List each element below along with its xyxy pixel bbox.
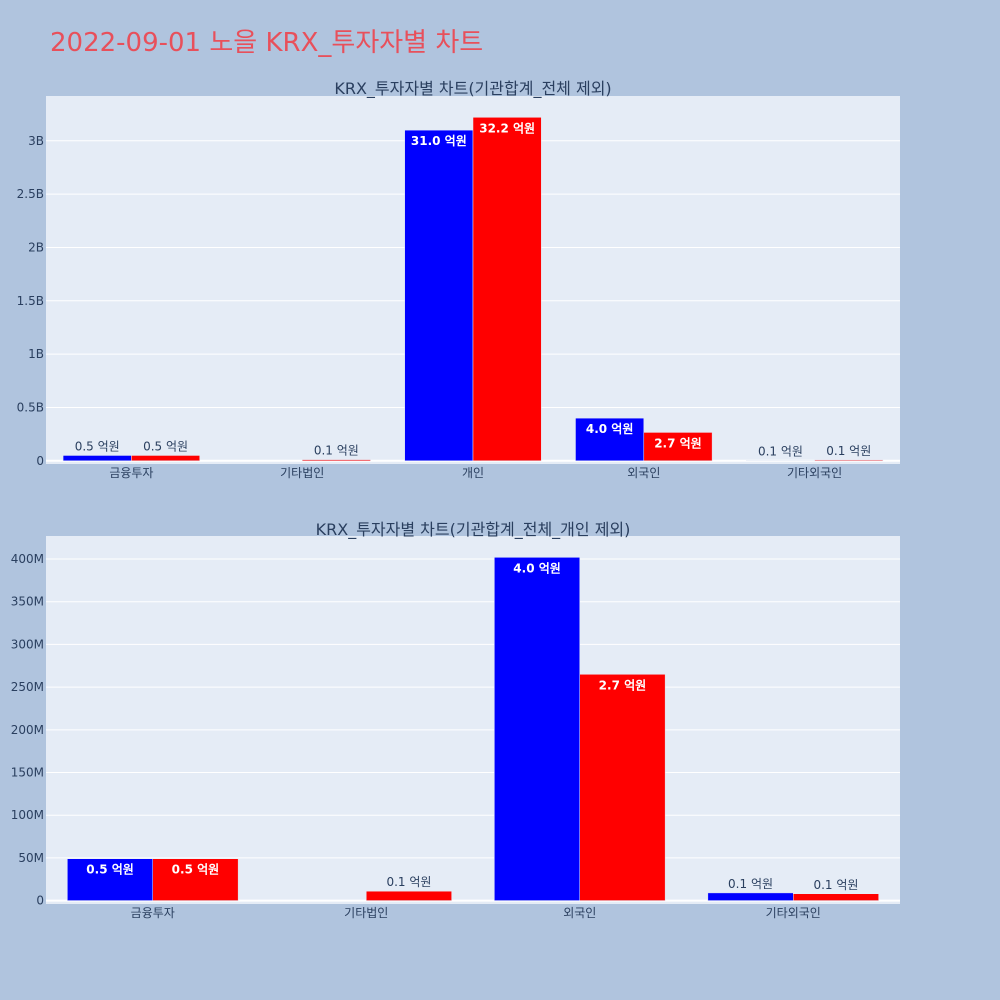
bar bbox=[643, 432, 713, 462]
y-tick-label: 150M bbox=[11, 766, 44, 780]
bar bbox=[494, 557, 581, 901]
chart-subtitle: KRX_투자자별 차트(기관합계_전체 제외) bbox=[334, 79, 611, 99]
data-label: 0.1 억원 bbox=[314, 444, 359, 458]
data-label: 0.5 억원 bbox=[86, 863, 134, 877]
bar bbox=[575, 417, 645, 462]
x-tick-label: 기타법인 bbox=[344, 906, 388, 920]
data-label: 0.1 억원 bbox=[826, 444, 871, 458]
bar bbox=[301, 459, 371, 462]
bar bbox=[366, 890, 452, 901]
y-tick-label: 200M bbox=[11, 723, 44, 737]
data-label: 31.0 억원 bbox=[411, 134, 467, 148]
page-title: 2022-09-01 노을 KRX_투자자별 차트 bbox=[50, 28, 484, 58]
data-label: 0.1 억원 bbox=[758, 445, 803, 459]
bar bbox=[793, 893, 879, 901]
data-label: 0.5 억원 bbox=[75, 439, 120, 453]
x-tick-label: 기타외국인 bbox=[787, 466, 842, 480]
x-tick-label: 외국인 bbox=[563, 906, 596, 920]
bar bbox=[131, 455, 200, 462]
data-label: 4.0 억원 bbox=[513, 561, 561, 575]
x-tick-label: 개인 bbox=[462, 466, 484, 480]
y-tick-label: 2.5B bbox=[17, 187, 44, 201]
chart-subtitle: KRX_투자자별 차트(기관합계_전체_개인 제외) bbox=[316, 520, 631, 540]
y-tick-label: 250M bbox=[11, 680, 44, 694]
y-tick-label: 50M bbox=[18, 851, 44, 865]
x-tick-label: 기타법인 bbox=[280, 466, 324, 480]
data-label: 0.1 억원 bbox=[813, 878, 858, 892]
bar bbox=[707, 892, 794, 901]
y-tick-label: 3B bbox=[28, 134, 44, 148]
x-tick-label: 금융투자 bbox=[109, 466, 153, 480]
y-tick-label: 0 bbox=[36, 894, 44, 908]
x-tick-label: 외국인 bbox=[627, 466, 660, 480]
y-tick-label: 2B bbox=[28, 240, 44, 254]
bar bbox=[472, 117, 542, 462]
bar bbox=[152, 858, 239, 901]
y-tick-label: 0 bbox=[36, 454, 44, 468]
data-label: 4.0 억원 bbox=[586, 422, 634, 436]
data-label: 2.7 억원 bbox=[599, 678, 647, 692]
y-tick-label: 400M bbox=[11, 552, 44, 566]
bar bbox=[814, 459, 884, 462]
y-tick-label: 1.5B bbox=[17, 294, 44, 308]
bar bbox=[579, 674, 666, 901]
data-label: 0.1 억원 bbox=[386, 875, 431, 889]
x-tick-label: 금융투자 bbox=[131, 906, 175, 920]
plot-area bbox=[46, 536, 900, 904]
data-label: 0.5 억원 bbox=[143, 439, 188, 453]
bar bbox=[67, 858, 153, 901]
y-tick-label: 100M bbox=[11, 808, 44, 822]
data-label: 0.5 억원 bbox=[172, 863, 220, 877]
data-label: 32.2 억원 bbox=[479, 121, 535, 135]
x-tick-label: 기타외국인 bbox=[766, 906, 821, 920]
y-tick-label: 0.5B bbox=[17, 400, 44, 414]
y-tick-label: 1B bbox=[28, 347, 44, 361]
y-tick-label: 300M bbox=[11, 637, 44, 651]
data-label: 0.1 억원 bbox=[728, 877, 773, 891]
bar bbox=[404, 129, 474, 462]
data-label: 2.7 억원 bbox=[654, 436, 702, 450]
y-tick-label: 350M bbox=[11, 595, 44, 609]
